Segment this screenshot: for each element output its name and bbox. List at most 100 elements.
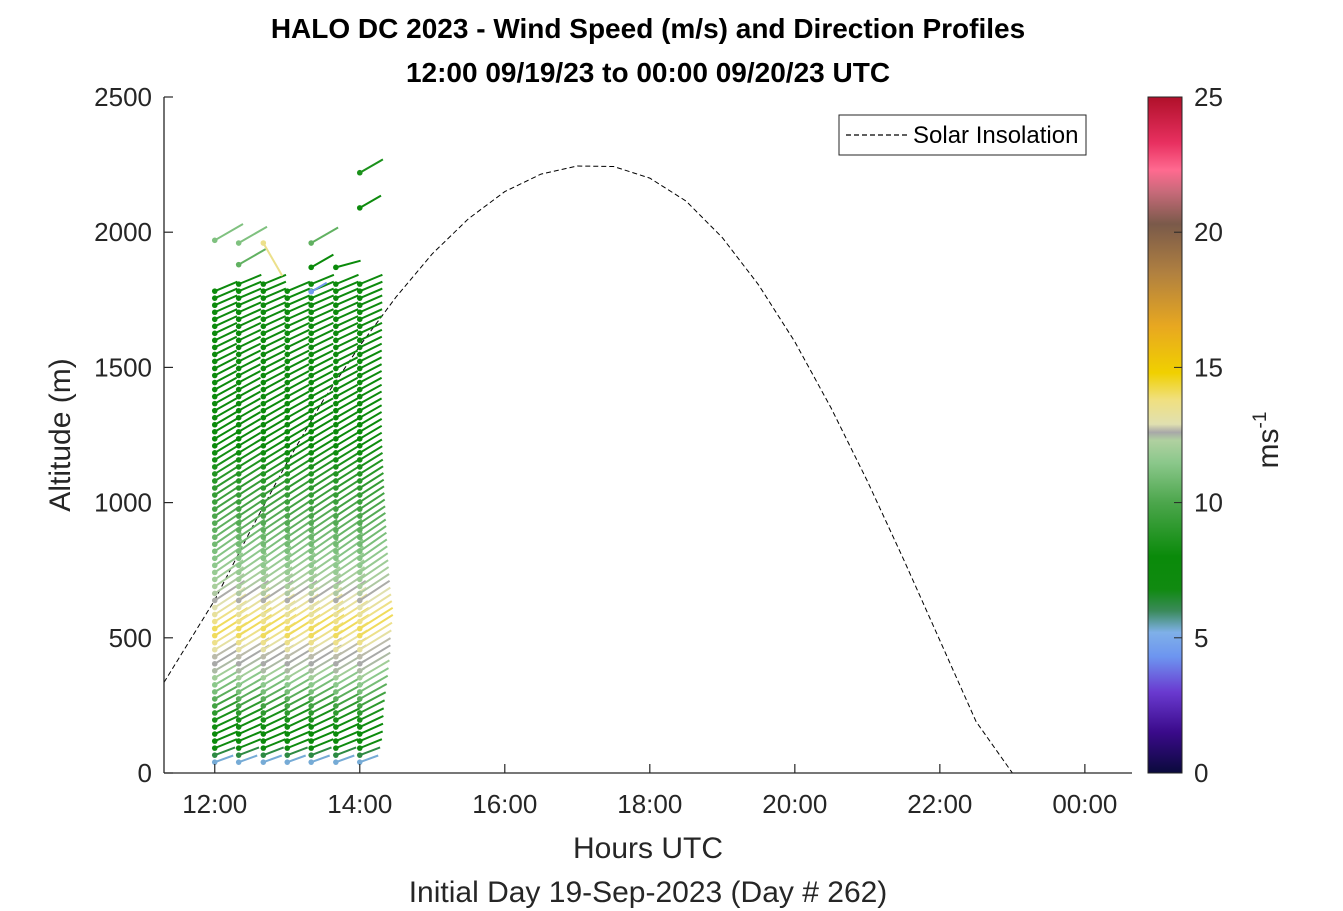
x-tick-label: 22:00 — [907, 789, 972, 819]
wind-barb-shaft — [359, 349, 383, 363]
wind-barb-shaft — [335, 301, 359, 314]
wind-barb-point — [308, 492, 314, 498]
wind-barb-shaft — [262, 349, 286, 363]
wind-barb-shaft — [238, 472, 263, 489]
wind-barb-shaft — [238, 458, 263, 475]
wind-barb-layer — [211, 158, 394, 765]
wind-barb-shaft — [335, 404, 359, 419]
wind-barb-shaft — [286, 492, 313, 510]
wind-barb-shaft — [238, 492, 264, 510]
wind-barb-point — [356, 689, 363, 695]
wind-barb-shaft — [238, 342, 262, 356]
wind-barb-shaft — [310, 458, 335, 475]
wind-barb-point — [308, 632, 314, 639]
wind-barb-point — [211, 435, 218, 442]
wind-barb-point — [260, 569, 267, 576]
wind-barb-shaft — [335, 478, 361, 496]
wind-barb-shaft — [214, 730, 239, 743]
wind-barb-point — [333, 724, 339, 730]
wind-barb-point — [333, 302, 339, 309]
wind-barb-point — [308, 358, 314, 365]
wind-barb-point — [333, 400, 339, 407]
wind-barb-point — [356, 485, 363, 491]
wind-barb-shaft — [238, 287, 262, 300]
wind-barb-point — [211, 407, 218, 414]
wind-barb-point — [333, 485, 339, 491]
y-tick-label: 500 — [109, 623, 152, 653]
wind-barb-point — [333, 625, 339, 632]
wind-barb-shaft — [286, 485, 313, 503]
wind-barb-shaft — [335, 383, 359, 398]
wind-barb-point — [356, 682, 363, 688]
wind-barb-point — [284, 351, 291, 358]
wind-barb-point — [333, 330, 339, 337]
wind-barb-point — [260, 288, 267, 294]
wind-barb-point — [235, 351, 242, 358]
wind-barb-point — [235, 569, 242, 576]
wind-barb-point — [333, 393, 339, 400]
wind-barb-point — [308, 653, 314, 660]
wind-barb-point — [333, 513, 339, 519]
wind-barb-point — [356, 506, 363, 512]
wind-barb-point — [211, 492, 218, 498]
wind-barb-shaft — [359, 621, 393, 644]
wind-barb-point — [284, 562, 291, 569]
wind-barb-point — [284, 653, 291, 660]
wind-barb-shaft — [262, 273, 287, 286]
wind-barb-point — [284, 330, 291, 337]
wind-barb-point — [235, 752, 242, 758]
wind-barb-point — [211, 724, 218, 730]
wind-barb-shaft — [335, 707, 361, 721]
wind-barb-point — [308, 759, 314, 765]
wind-barb-shaft — [286, 431, 310, 447]
wind-barb-point — [308, 457, 314, 463]
wind-barb-point — [260, 653, 267, 660]
wind-barb-shaft — [238, 438, 262, 454]
wind-barb-shaft — [262, 492, 289, 510]
wind-barb-shaft — [286, 754, 307, 764]
wind-barb-point — [211, 689, 218, 695]
wind-barb-shaft — [359, 370, 383, 384]
wind-barb-shaft — [238, 308, 262, 321]
wind-barb-point — [308, 597, 314, 604]
wind-barb-point — [333, 464, 339, 470]
wind-barb-point — [308, 344, 314, 351]
wind-barb-point — [211, 421, 218, 428]
wind-barb-shaft — [238, 404, 261, 419]
wind-barb-point — [308, 351, 314, 358]
wind-barb-point — [284, 421, 291, 428]
wind-barb-shaft — [262, 411, 286, 426]
wind-barb-shaft — [359, 637, 392, 658]
wind-barb-point — [356, 450, 363, 456]
wind-barb-point — [211, 450, 218, 456]
wind-barb-point — [211, 639, 218, 646]
wind-barb-point — [308, 372, 314, 379]
wind-barb-shaft — [310, 525, 339, 546]
wind-barb-point — [333, 717, 339, 723]
wind-barb-point — [211, 745, 218, 751]
wind-barb-shaft — [262, 308, 287, 321]
wind-barb-point — [260, 527, 267, 533]
wind-barb-point — [235, 330, 242, 337]
wind-barb-point — [235, 240, 242, 246]
wind-barb-point — [333, 264, 339, 271]
wind-barb-point — [308, 745, 314, 751]
wind-barb-point — [260, 240, 267, 246]
wind-barb-shaft — [310, 498, 337, 517]
wind-barb-point — [356, 407, 363, 414]
wind-barb-shaft — [359, 691, 387, 707]
wind-barb-shaft — [238, 531, 266, 553]
colorbar-tick-label: 15 — [1194, 352, 1223, 382]
x-tick-label: 14:00 — [327, 789, 392, 819]
wind-barb-point — [260, 379, 267, 386]
wind-barb-shaft — [310, 691, 338, 707]
wind-barb-shaft — [359, 356, 383, 370]
wind-barb-shaft — [359, 397, 383, 412]
wind-barb-shaft — [335, 294, 359, 307]
wind-barb-point — [260, 611, 267, 618]
wind-barb-point — [333, 646, 339, 653]
wind-barb-point — [284, 506, 291, 512]
wind-barb-point — [235, 576, 242, 583]
wind-barb-point — [211, 618, 218, 625]
wind-barb-shaft — [214, 715, 239, 728]
